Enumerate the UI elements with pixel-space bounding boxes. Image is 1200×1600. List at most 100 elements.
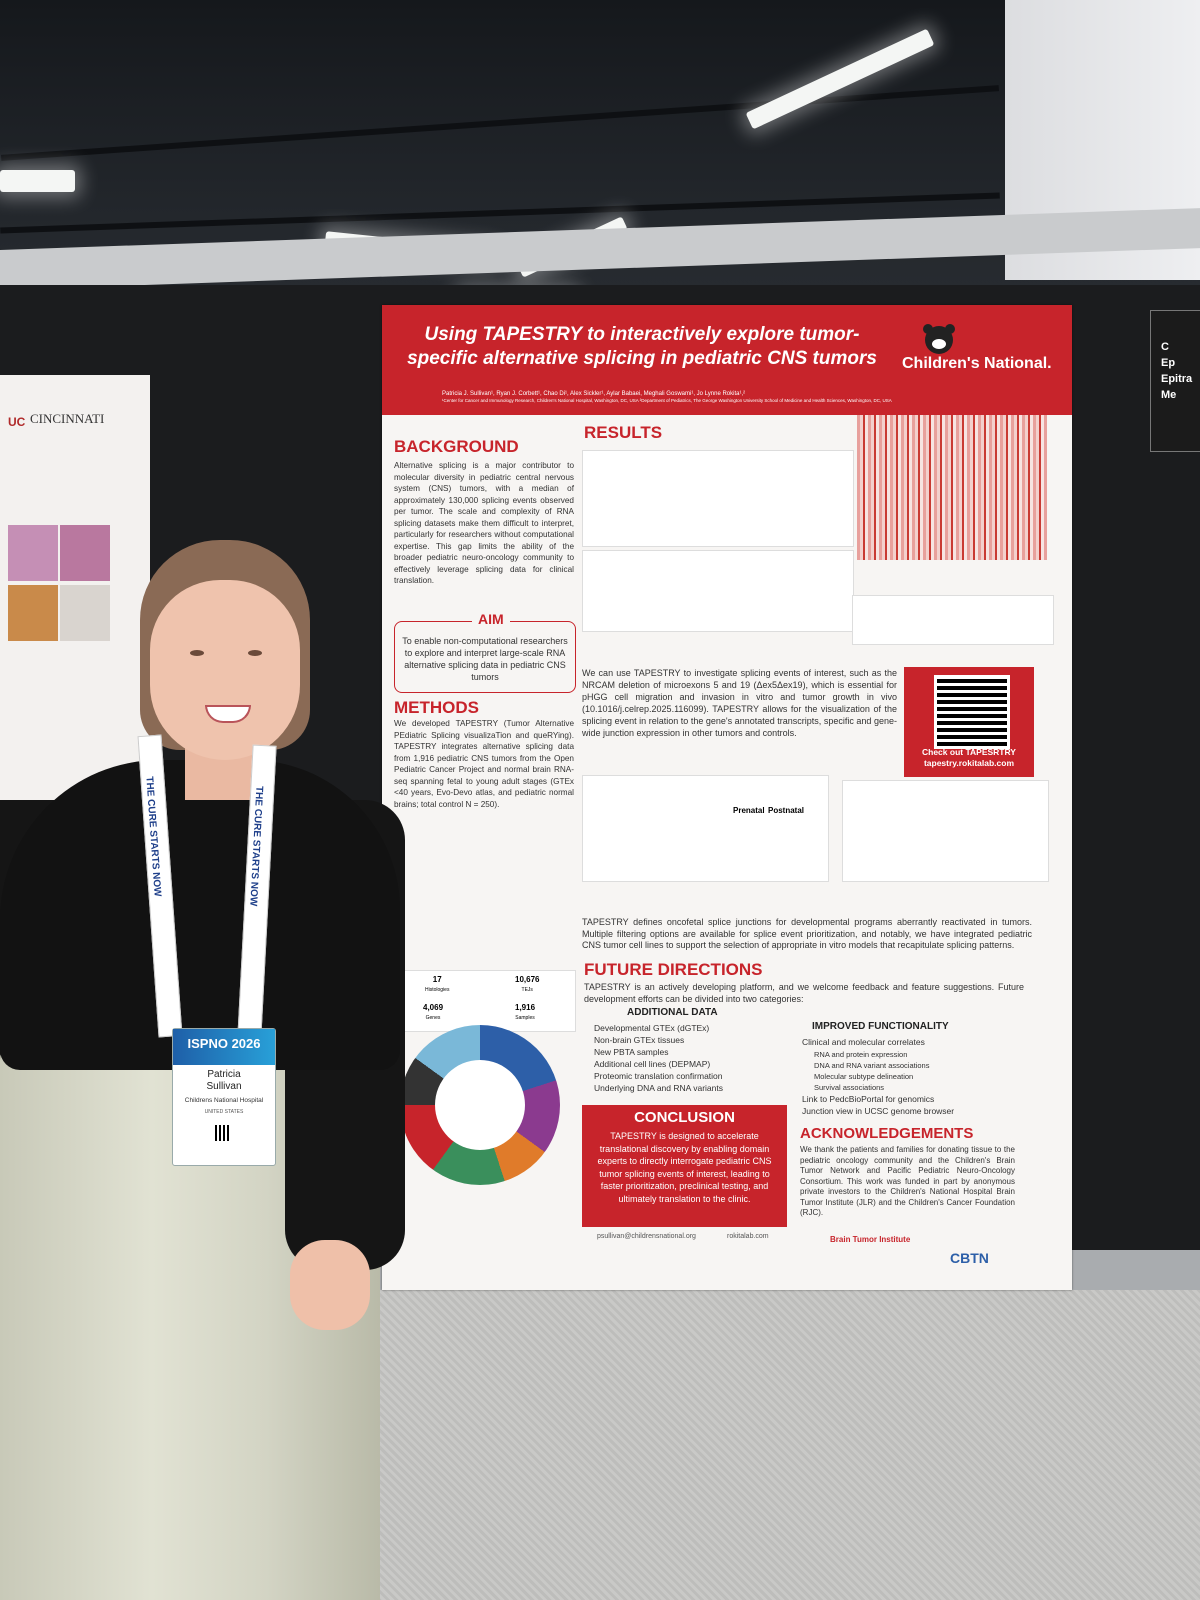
- histology-image: [8, 525, 58, 581]
- list-item: Clinical and molecular correlates: [802, 1037, 925, 1047]
- additional-data-heading: ADDITIONAL DATA: [627, 1007, 718, 1018]
- ceiling-light: [745, 28, 935, 130]
- histology-image: [60, 525, 110, 581]
- poster-header: Using TAPESTRY to interactively explore …: [382, 305, 1072, 415]
- badge-event-logo: ISPNO 2026: [173, 1029, 275, 1065]
- stat-value: 1,916: [515, 1003, 536, 1012]
- results-text-2: TAPESTRY defines oncofetal splice juncti…: [582, 917, 1032, 950]
- eye: [190, 650, 204, 656]
- cbtn-logo: CBTN: [950, 1250, 989, 1266]
- background-text: Alternative splicing is a major contribu…: [394, 461, 574, 585]
- cohort-donut-chart: [400, 1025, 560, 1185]
- sign-line: Epitra: [1161, 373, 1193, 385]
- badge-first-name: Patricia: [207, 1069, 241, 1080]
- prenatal-label: Prenatal: [733, 806, 765, 815]
- lanyard-text: THE CURE STARTS NOW: [247, 785, 265, 907]
- future-text: TAPESTRY is an actively developing platf…: [584, 982, 1024, 1004]
- histology-image: [60, 585, 110, 641]
- badge-last-name: Sullivan: [206, 1081, 242, 1092]
- results-text: We can use TAPESTRY to investigate splic…: [582, 668, 897, 738]
- face: [150, 580, 300, 760]
- brand-name: Children's National.: [902, 355, 1052, 372]
- research-poster: Using TAPESTRY to interactively explore …: [382, 305, 1072, 1290]
- results-heading: RESULTS: [584, 423, 663, 442]
- list-item: Molecular subtype delineation: [814, 1072, 914, 1081]
- transcript-figure: [582, 450, 854, 547]
- ceiling-light: [0, 170, 75, 192]
- stat: 4,069 Genes: [423, 1003, 443, 1021]
- lab-site: rokitalab.com: [727, 1233, 769, 1240]
- bear-logo-icon: [923, 324, 955, 354]
- stat: 1,916 Samples: [515, 1003, 535, 1021]
- list-item: Proteomic translation confirmation: [594, 1071, 723, 1081]
- qr-label: Check out TAPESRTRY tapestry.rokitalab.c…: [904, 747, 1034, 769]
- methods-text: We developed TAPESTRY (Tumor Alternative…: [394, 719, 574, 809]
- list-item: Link to PedcBioPortal for genomics: [802, 1094, 935, 1104]
- aim-heading: AIM: [472, 611, 510, 627]
- aim-text: To enable non-computational researchers …: [402, 636, 568, 682]
- list-item: DNA and RNA variant associations: [814, 1061, 930, 1070]
- list-item: Survival associations: [814, 1083, 885, 1092]
- list-item: Underlying DNA and RNA variants: [594, 1083, 723, 1093]
- junction-boxplot-figure: [582, 550, 854, 632]
- neighbor-sign: C Ep Epitra Me: [1150, 310, 1200, 452]
- conclusion-heading: CONCLUSION: [634, 1109, 735, 1126]
- sign-line: C: [1161, 341, 1169, 353]
- badge-qr-code: [215, 1125, 231, 1141]
- list-item: Junction view in UCSC genome browser: [802, 1106, 955, 1116]
- stat-label: Samples: [515, 1015, 535, 1021]
- stat: 10,676 TEJs: [515, 975, 539, 993]
- qr-url: tapestry.rokitalab.com: [923, 758, 1015, 768]
- brain-tumor-institute-logo: Brain Tumor Institute: [830, 1235, 911, 1244]
- poster-title: Using TAPESTRY to interactively explore …: [407, 324, 877, 369]
- stat: 17 Histologies: [425, 975, 449, 993]
- stat-label: Histologies: [425, 987, 450, 993]
- future-heading: FUTURE DIRECTIONS: [584, 960, 763, 979]
- poster-authors: Patricia J. Sullivan¹, Ryan J. Corbett¹,…: [442, 390, 892, 404]
- background-heading: BACKGROUND: [394, 437, 519, 456]
- smile: [205, 705, 251, 723]
- acknowledgements-text: We thank the patients and families for d…: [800, 1145, 1015, 1217]
- list-item: Developmental GTEx (dGTEx): [594, 1023, 710, 1033]
- histology-image: [8, 585, 58, 641]
- methods-heading: METHODS: [394, 698, 479, 717]
- authors-line: Patricia J. Sullivan¹, Ryan J. Corbett¹,…: [442, 391, 746, 397]
- list-item: Non-brain GTEx tissues: [594, 1035, 685, 1045]
- conclusion-text: TAPESTRY is designed to accelerate trans…: [597, 1131, 772, 1204]
- eye: [248, 650, 262, 656]
- list-item: RNA and protein expression: [814, 1050, 908, 1059]
- stat-label: Genes: [425, 1015, 441, 1021]
- contact-email: psullivan@childrensnational.org: [597, 1233, 696, 1240]
- junction-heatmap: [857, 415, 1047, 560]
- stat-value: 17: [432, 975, 442, 984]
- qr-callout: Check out TAPESRTRY tapestry.rokitalab.c…: [904, 667, 1034, 777]
- stats-panel: 17 Histologies 10,676 TEJs 4,069 Genes 1,91…: [394, 970, 576, 1032]
- black-top: [0, 760, 400, 1070]
- donut-center: [435, 1060, 525, 1150]
- name-badge: ISPNO 2026 Patricia Sullivan Childrens N…: [172, 1028, 276, 1166]
- conclusion-box: CONCLUSION TAPESTRY is designed to accel…: [582, 1105, 787, 1227]
- list-item: New PBTA samples: [594, 1047, 669, 1057]
- hand: [290, 1240, 370, 1330]
- badge-organization: Childrens National Hospital: [184, 1097, 264, 1104]
- university-logo: UC: [8, 415, 26, 429]
- badge-name: Patricia Sullivan: [173, 1069, 275, 1093]
- ceiling-beam: [1, 85, 999, 161]
- badge-country: UNITED STATES: [204, 1109, 244, 1115]
- stat-value: 10,676: [515, 975, 540, 984]
- improved-functionality-heading: IMPROVED FUNCTIONALITY: [812, 1021, 949, 1032]
- sign-line: Ep: [1161, 357, 1176, 369]
- postnatal-label: Postnatal: [768, 806, 805, 815]
- list-item: Additional cell lines (DEPMAP): [594, 1059, 711, 1069]
- stat-label: TEJs: [521, 987, 533, 993]
- ptbp2-expression-figure: Prenatal Postnatal: [582, 775, 829, 882]
- acknowledgements-heading: ACKNOWLEDGEMENTS: [800, 1125, 974, 1142]
- qr-caption: Check out TAPESRTRY: [922, 747, 1016, 757]
- affiliations-line: ¹Center for Cancer and Immunology Resear…: [442, 398, 892, 403]
- stat-value: 4,069: [423, 1003, 444, 1012]
- gene-model-figure: [852, 595, 1054, 645]
- qr-code: [934, 675, 1010, 749]
- filter-panel-figure: [842, 780, 1049, 882]
- university-name: CINCINNATI: [30, 411, 105, 426]
- sign-line: Me: [1161, 389, 1177, 401]
